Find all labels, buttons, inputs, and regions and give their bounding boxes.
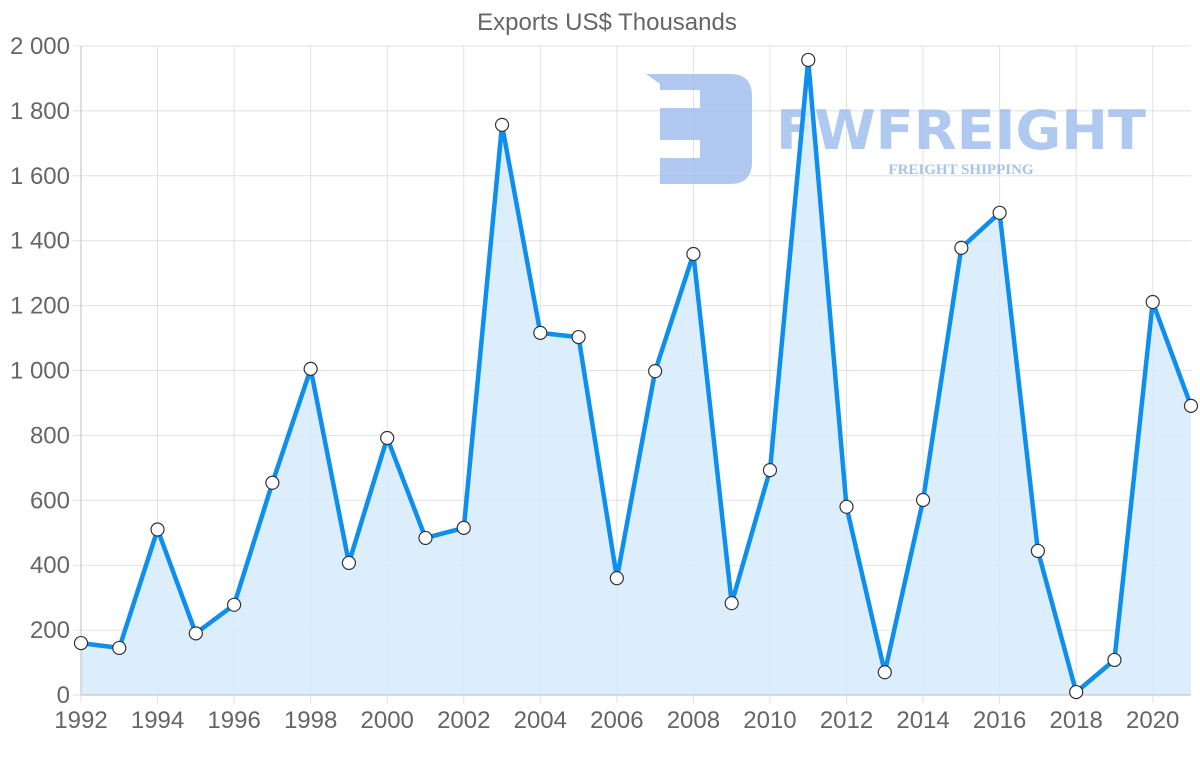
- y-tick-label: 1 000: [10, 358, 70, 385]
- data-point-2003[interactable]: 2003: 1757: [494, 117, 510, 132]
- data-points: 1992: 160 1993: 145 1994: 510 1995: 190 1996…: [73, 52, 1199, 700]
- data-point-1996[interactable]: 1996: 278: [227, 597, 242, 612]
- x-tick-label: 2020: [1126, 707, 1179, 734]
- y-tick-label: 400: [30, 552, 70, 579]
- data-point-2014[interactable]: 2014: 601: [915, 492, 931, 508]
- data-point-2019[interactable]: 2019: 108: [1107, 652, 1122, 668]
- data-point-2004[interactable]: 2004: 1116: [533, 325, 548, 340]
- x-tick-label: 2018: [1049, 707, 1102, 734]
- data-point-2015[interactable]: 2015: 1378: [954, 240, 969, 255]
- data-point-2000[interactable]: 2000: 792: [380, 430, 395, 446]
- data-point-1993[interactable]: 1993: 145: [112, 640, 127, 656]
- watermark-brand: FWFREIGHT: [776, 99, 1146, 162]
- x-tick-label: 1992: [54, 707, 107, 734]
- y-tick-label: 1 800: [10, 98, 70, 125]
- x-tick-label: 1996: [207, 707, 260, 734]
- data-point-2020[interactable]: 2020: 1211: [1145, 294, 1160, 310]
- x-tick-label: 2014: [896, 707, 949, 734]
- x-tick-label: 2000: [361, 707, 414, 734]
- data-point-1992[interactable]: 1992: 160: [73, 635, 89, 651]
- x-tick-label: 1998: [284, 707, 337, 734]
- data-point-1994[interactable]: 1994: 510: [150, 522, 165, 537]
- y-tick-label: 1 600: [10, 163, 70, 190]
- y-axis-ticks: 0 200 400 600 800 1 000 1 200 1 400 1 600 1 800 2 …: [10, 33, 70, 709]
- y-tick-label: 0: [57, 682, 70, 709]
- data-point-2017[interactable]: 2017: 444: [1030, 543, 1045, 559]
- data-point-2007[interactable]: 2007: 998: [648, 364, 663, 379]
- data-point-2021[interactable]: 2021: 891: [1183, 398, 1199, 413]
- data-point-1999[interactable]: 1999: 407: [341, 555, 357, 571]
- y-tick-label: 200: [30, 617, 70, 644]
- data-point-2006[interactable]: 2006: 360: [609, 571, 624, 586]
- chart-title: Exports US$ Thousands: [477, 9, 737, 36]
- data-point-1997[interactable]: 1997: 654: [265, 475, 280, 490]
- data-point-2011[interactable]: 2011: 1957: [801, 52, 816, 68]
- watermark-tagline: FREIGHT SHIPPING: [888, 162, 1033, 178]
- y-tick-label: 1 200: [10, 293, 70, 320]
- x-tick-label: 2006: [590, 707, 643, 734]
- x-tick-label: 2008: [667, 707, 720, 734]
- data-point-2016[interactable]: 2016: 1486: [992, 205, 1007, 220]
- series-line: [80, 57, 1194, 695]
- data-point-1998[interactable]: 1998: 1005: [303, 361, 318, 376]
- x-tick-label: 2002: [437, 707, 490, 734]
- x-axis-ticks: 1992 1994 1996 1998 2000 2002 2004 2006 2008 2010…: [54, 707, 1179, 734]
- data-point-2009[interactable]: 2009: 283: [724, 596, 739, 611]
- x-tick-label: 2012: [820, 707, 873, 734]
- x-tick-label: 2010: [743, 707, 796, 734]
- data-point-2002[interactable]: 2002: 515: [456, 520, 471, 535]
- data-point-2018[interactable]: 2018: 9: [1069, 684, 1084, 700]
- y-tick-label: 800: [30, 422, 70, 449]
- data-point-2005[interactable]: 2005: 1103: [571, 329, 586, 345]
- data-point-2013[interactable]: 2013: 70: [877, 665, 892, 680]
- x-tick-label: 2016: [973, 707, 1026, 734]
- data-point-2012[interactable]: 2012: 580: [839, 499, 854, 514]
- data-point-1995[interactable]: 1995: 190: [188, 626, 203, 641]
- data-point-2008[interactable]: 2008: 1359: [686, 246, 701, 262]
- data-point-2010[interactable]: 2010: 693: [762, 463, 778, 478]
- y-tick-label: 600: [30, 487, 70, 514]
- watermark-logo: FWFREIGHT FREIGHT SHIPPING: [646, 74, 1146, 184]
- y-tick-label: 2 000: [10, 33, 70, 60]
- x-tick-label: 1994: [131, 707, 184, 734]
- y-tick-label: 1 400: [10, 228, 70, 255]
- fw-logo-icon: [646, 74, 752, 184]
- x-tick-label: 2004: [514, 707, 567, 734]
